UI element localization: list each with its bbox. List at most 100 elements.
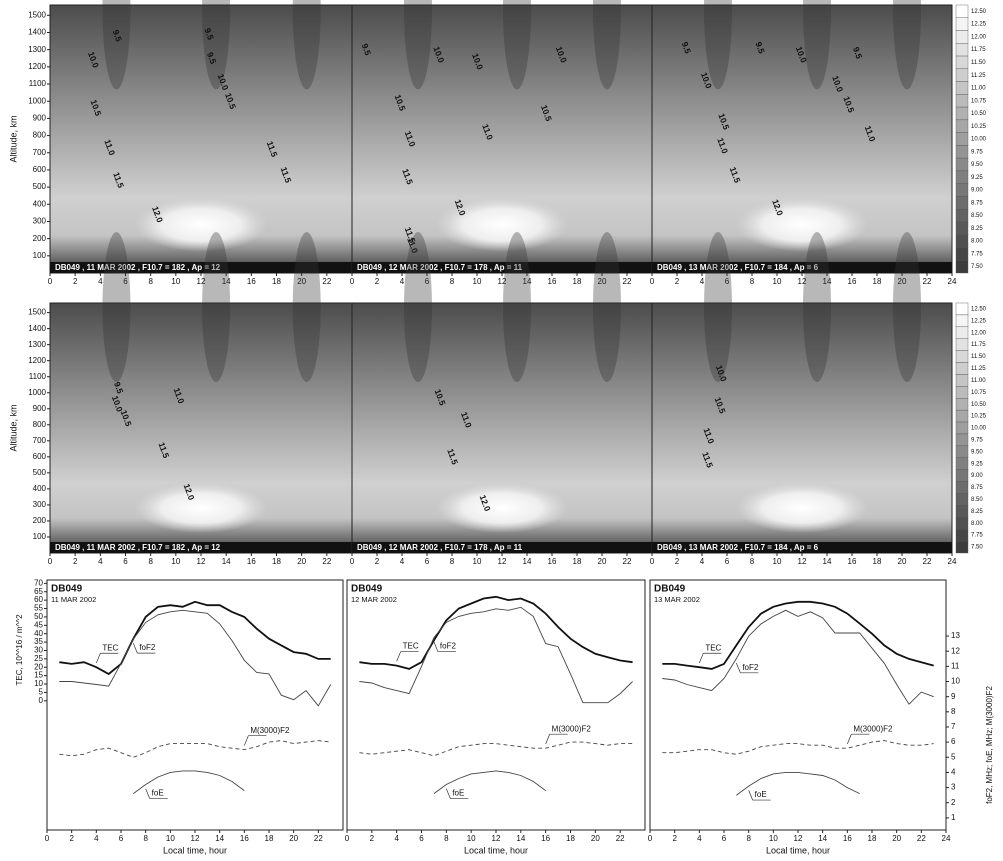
- x-tick-label: 16: [848, 277, 857, 286]
- field-minimum: [503, 0, 531, 90]
- x-tick-label: 0: [345, 834, 350, 843]
- x-tick-label: 16: [848, 557, 857, 566]
- colorbar-label: 10.75: [971, 98, 987, 104]
- x-tick-label: 22: [923, 557, 932, 566]
- y2-axis-label: foF2, MHz; foE, MHz; M(3000)F2: [985, 686, 994, 804]
- y-tick-label: 1500: [28, 308, 46, 317]
- colorbar-swatch: [955, 260, 969, 274]
- x-tick-label: 12: [798, 277, 807, 286]
- x-tick-label: 18: [873, 277, 882, 286]
- info-strip-text: DB049 , 11 MAR 2002 , F10.7 = 182 , Ap =…: [55, 263, 221, 272]
- x-tick-label: 10: [467, 834, 476, 843]
- colorbar-swatch: [955, 338, 969, 351]
- series-label: TEC: [705, 643, 721, 652]
- colorbar-label: 12.25: [971, 318, 987, 324]
- x-tick-label: 2: [375, 277, 380, 286]
- colorbar-label: 8.00: [971, 239, 983, 245]
- x-tick-label: 8: [450, 557, 455, 566]
- colorbar-swatch: [955, 469, 969, 482]
- colorbar-label: 8.75: [971, 485, 983, 491]
- x-tick-label: 16: [548, 277, 557, 286]
- field-maximum: [436, 483, 568, 533]
- x-tick-label: 6: [123, 277, 128, 286]
- y-tick-label: 1000: [28, 96, 46, 105]
- y-tick-label: 700: [33, 436, 47, 445]
- colorbar-label: 10.50: [971, 402, 987, 408]
- x-tick-label: 18: [566, 834, 575, 843]
- colorbar-swatch: [955, 221, 969, 235]
- y-axis-label: Altitude, km: [8, 404, 18, 451]
- colorbar-label: 7.50: [971, 545, 983, 551]
- field-maximum: [736, 197, 868, 252]
- colorbar-swatch: [955, 183, 969, 197]
- colorbar-swatch: [955, 196, 969, 210]
- colorbar-label: 10.25: [971, 124, 987, 130]
- series-line: [662, 740, 934, 755]
- series-line: [359, 741, 633, 757]
- y-tick-label: 300: [33, 500, 47, 509]
- y2-tick-label: 3: [951, 783, 956, 792]
- colorbar-swatch: [955, 234, 969, 248]
- y2-tick-label: 8: [951, 707, 956, 716]
- y-tick-label: 20: [34, 662, 43, 671]
- x-tick-label: 14: [523, 557, 532, 566]
- series-line: [59, 600, 331, 676]
- x-tick-label: 0: [48, 557, 53, 566]
- series-label: TEC: [403, 642, 419, 651]
- x-tick-label: 2: [672, 834, 677, 843]
- x-axis-label: Local time, hour: [163, 845, 227, 855]
- x-tick-label: 12: [498, 277, 507, 286]
- field-minimum: [102, 232, 131, 382]
- series-line: [59, 609, 332, 707]
- x-tick-label: 18: [272, 557, 281, 566]
- series-line: [662, 600, 934, 670]
- x-tick-label: 4: [400, 277, 405, 286]
- contour-label: 9.5: [111, 28, 125, 43]
- x-tick-label: 16: [548, 557, 557, 566]
- colorbar-swatch: [955, 106, 969, 121]
- series-label: M(3000)F2: [552, 724, 592, 733]
- x-tick-label: 0: [350, 277, 355, 286]
- x-tick-label: 14: [818, 834, 827, 843]
- colorbar-swatch: [955, 433, 969, 447]
- x-tick-label: 10: [773, 557, 782, 566]
- x-tick-label: 14: [222, 277, 231, 286]
- x-tick-label: 8: [148, 557, 153, 566]
- plot-area: [346, 579, 646, 831]
- colorbar-label: 9.50: [971, 162, 983, 168]
- colorbar-swatch: [955, 30, 969, 44]
- x-tick-label: 10: [473, 277, 482, 286]
- x-tick-label: 18: [573, 557, 582, 566]
- colorbar-swatch: [955, 302, 969, 316]
- annotation-leader: [545, 734, 550, 745]
- x-tick-label: 12: [197, 557, 206, 566]
- y-tick-label: 100: [33, 251, 47, 260]
- x-tick-label: 6: [725, 277, 730, 286]
- x-tick-label: 20: [898, 557, 907, 566]
- field-minimum: [202, 232, 231, 382]
- y-tick-label: 1500: [28, 10, 46, 19]
- x-tick-label: 0: [48, 277, 53, 286]
- y-tick-label: 400: [33, 199, 47, 208]
- colorbar-swatch: [955, 4, 969, 18]
- series-line: [662, 609, 934, 705]
- x-tick-label: 20: [892, 834, 901, 843]
- field-minimum: [893, 232, 921, 382]
- y-tick-label: 1100: [29, 79, 47, 88]
- y-tick-label: 45: [34, 620, 43, 629]
- x-tick-label: 4: [697, 834, 702, 843]
- series-label: M(3000)F2: [853, 724, 893, 733]
- x-tick-label: 12: [492, 834, 501, 843]
- colorbar-label: 10.00: [971, 426, 987, 432]
- y-tick-label: 50: [34, 612, 43, 621]
- field-minimum: [593, 0, 621, 90]
- x-tick-label: 22: [623, 277, 632, 286]
- annotation-leader: [446, 788, 451, 799]
- y2-tick-label: 5: [951, 752, 956, 761]
- annotation-leader: [736, 662, 741, 673]
- info-strip-text: DB049 , 12 MAR 2002 , F10.7 = 178 , Ap =…: [357, 543, 523, 552]
- field-maximum: [134, 483, 268, 533]
- x-tick-label: 6: [419, 834, 424, 843]
- x-tick-label: 24: [948, 557, 957, 566]
- colorbar-label: 11.25: [971, 73, 986, 79]
